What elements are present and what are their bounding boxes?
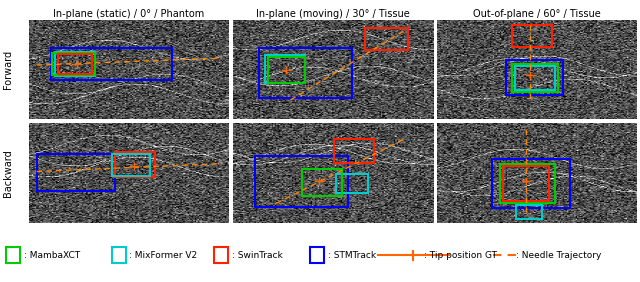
Bar	[333, 139, 374, 162]
Bar	[255, 156, 348, 207]
Text: : MixFormer V2: : MixFormer V2	[129, 251, 197, 260]
Bar	[365, 28, 408, 50]
Text: : SwinTrack: : SwinTrack	[232, 251, 282, 260]
Bar	[492, 158, 570, 208]
Bar	[516, 205, 542, 219]
Text: : STMTrack: : STMTrack	[328, 251, 376, 260]
Text: : Needle Trajectory: : Needle Trajectory	[516, 251, 602, 260]
Bar	[515, 66, 555, 90]
Bar	[115, 152, 156, 177]
Bar	[337, 173, 368, 193]
Bar	[500, 164, 555, 203]
Text: Forward: Forward	[3, 50, 13, 89]
Title: Out-of-plane / 60° / Tissue: Out-of-plane / 60° / Tissue	[473, 9, 601, 19]
Bar	[259, 48, 352, 98]
Title: In-plane (moving) / 30° / Tissue: In-plane (moving) / 30° / Tissue	[256, 9, 410, 19]
Bar	[52, 53, 95, 75]
Text: : MambaXCT: : MambaXCT	[24, 251, 80, 260]
Bar	[506, 60, 563, 95]
Bar	[512, 25, 552, 47]
Bar	[113, 154, 150, 175]
Text: : Tip position GT: : Tip position GT	[424, 251, 497, 260]
Bar	[51, 48, 172, 80]
Title: In-plane (static) / 0° / Phantom: In-plane (static) / 0° / Phantom	[53, 9, 204, 19]
Bar	[302, 169, 342, 196]
Bar	[512, 64, 557, 92]
Bar	[36, 154, 115, 191]
Bar	[268, 57, 305, 83]
Bar	[265, 55, 305, 83]
Bar	[55, 52, 95, 76]
Bar	[58, 54, 92, 74]
Text: Backward: Backward	[3, 149, 13, 197]
Bar	[503, 166, 549, 201]
